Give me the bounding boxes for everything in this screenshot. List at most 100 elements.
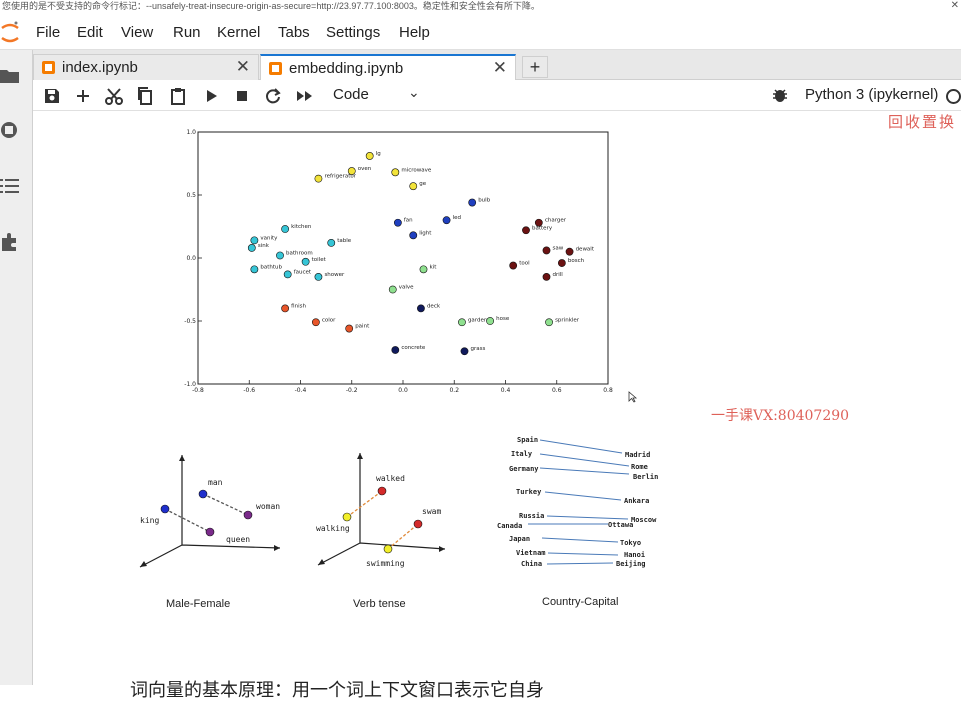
cell-type-select[interactable]: Code xyxy=(333,86,369,103)
y-tick-label: 1.0 xyxy=(186,129,196,136)
restart-icon[interactable] xyxy=(262,85,284,107)
run-icon[interactable] xyxy=(200,85,222,107)
scatter-point-bathroom xyxy=(276,251,284,260)
watermark-middle: 一手课VX:80407290 xyxy=(711,408,850,424)
kernel-status-icon xyxy=(946,89,961,104)
menu-settings[interactable]: Settings xyxy=(326,24,381,41)
word-man: man xyxy=(208,478,223,487)
menu-run[interactable]: Run xyxy=(173,24,201,41)
unsupported-flag-warning: 您使用的是不受支持的命令行标记：--unsafely-treat-insecur… xyxy=(0,0,961,14)
point-label-light: light xyxy=(419,230,432,236)
point-label-hose: hose xyxy=(496,316,510,322)
scatter-point-led xyxy=(442,216,451,225)
caption-verb-tense: Verb tense xyxy=(353,598,406,610)
point-label-fan: fan xyxy=(404,218,413,224)
menu-file[interactable]: File xyxy=(36,24,61,41)
point-label-garden: garden xyxy=(468,317,488,323)
point-label-color: color xyxy=(322,317,336,323)
run-all-icon[interactable] xyxy=(294,85,316,107)
tab-embedding-ipynb[interactable]: embedding.ipynb ✕ xyxy=(260,54,516,81)
country-turkey: Turkey xyxy=(516,488,542,496)
kernel-name[interactable]: Python 3 (ipykernel) xyxy=(805,86,939,103)
menu-edit[interactable]: Edit xyxy=(77,24,103,41)
new-tab-button[interactable]: + xyxy=(522,56,548,78)
save-icon[interactable] xyxy=(41,85,63,107)
point-label-saw: saw xyxy=(553,245,564,251)
point-label-valve: valve xyxy=(399,285,414,291)
capital-ankara: Ankara xyxy=(624,497,649,505)
scatter-point-vanity xyxy=(250,236,259,245)
capital-tokyo: Tokyo xyxy=(620,539,641,547)
embedding-scatter-plot: -0.8 -0.6 -0.4 -0.2 0.0 0.2 0.4 0.6 0.8 1.0 0.5 0.0… xyxy=(184,129,613,394)
cut-icon[interactable] xyxy=(103,85,125,107)
point-label-oven: oven xyxy=(358,166,372,172)
folder-icon[interactable] xyxy=(0,66,20,86)
scatter-point-oven xyxy=(347,167,356,175)
x-tick-label: 0.8 xyxy=(603,387,613,394)
point-label-bosch: bosch xyxy=(568,258,585,264)
scatter-point-bulb xyxy=(468,198,477,207)
menu-kernel[interactable]: Kernel xyxy=(217,24,261,41)
x-tick-label: 0.6 xyxy=(552,387,562,394)
document-tabbar: index.ipynb ✕ embedding.ipynb ✕ + xyxy=(33,50,961,81)
close-tab-icon[interactable]: ✕ xyxy=(492,58,507,77)
country-japan: Japan xyxy=(509,535,530,543)
male-female-diagram: man woman king queen xyxy=(139,455,280,568)
word-swam: swam xyxy=(422,507,441,516)
country-china: China xyxy=(521,560,542,568)
jupyter-logo-icon xyxy=(1,21,19,43)
point-label-ge: ge xyxy=(419,181,426,187)
country-capital-diagram: Spain Italy Germany Turkey Russia Canada… xyxy=(497,436,658,568)
scatter-point-tool xyxy=(509,261,518,270)
point-label-microwave: microwave xyxy=(401,167,432,173)
notebook-toolbar: Code ⌄ Python 3 (ipykernel) xyxy=(33,80,961,111)
scatter-point-paint xyxy=(345,324,354,333)
country-spain: Spain xyxy=(517,436,538,444)
tab-index-ipynb[interactable]: index.ipynb ✕ xyxy=(33,54,259,80)
chevron-down-icon[interactable]: ⌄ xyxy=(408,84,420,100)
point-label-grass: grass xyxy=(471,346,486,352)
point-label-kitchen: kitchen xyxy=(291,224,312,230)
y-tick-label: -0.5 xyxy=(184,318,196,325)
scatter-point-valve xyxy=(388,285,397,294)
point-label-shower: shower xyxy=(324,272,345,278)
word-analogy-figure: man woman king queen walked swam walking… xyxy=(139,436,658,610)
scatter-point-sprinkler xyxy=(545,318,553,327)
tab-label: embedding.ipynb xyxy=(289,60,404,77)
menu-view[interactable]: View xyxy=(121,24,154,41)
debugger-bug-icon[interactable] xyxy=(771,86,789,104)
point-label-sink: sink xyxy=(258,243,270,249)
y-tick-label: 0.0 xyxy=(186,255,196,262)
warning-text: 您使用的是不受支持的命令行标记：--unsafely-treat-insecur… xyxy=(2,1,540,11)
close-tab-icon[interactable]: ✕ xyxy=(235,57,250,76)
paste-icon[interactable] xyxy=(167,85,189,107)
point-label-deck: deck xyxy=(427,303,441,309)
extension-puzzle-icon[interactable] xyxy=(0,232,20,252)
scatter-point-drill xyxy=(542,272,551,281)
point-label-faucet: faucet xyxy=(294,269,312,275)
scatter-point-lg xyxy=(365,152,374,160)
scatter-point-ge xyxy=(409,182,418,191)
capital-beijing: Beijing xyxy=(616,560,646,568)
point-label-toilet: toilet xyxy=(312,257,327,263)
menu-help[interactable]: Help xyxy=(399,24,430,41)
scatter-point-table xyxy=(327,238,336,247)
word-walked: walked xyxy=(376,474,405,483)
notebook-icon xyxy=(269,62,282,75)
scatter-point-deck xyxy=(417,304,425,313)
add-cell-icon[interactable] xyxy=(72,85,94,107)
left-sidebar xyxy=(0,50,33,685)
scatter-point-refrigerator xyxy=(314,174,323,183)
scatter-point-hose xyxy=(486,317,495,325)
close-warning-icon[interactable]: ✕ xyxy=(950,0,959,11)
x-tick-label: -0.8 xyxy=(192,387,204,394)
copy-icon[interactable] xyxy=(134,85,156,107)
point-label-refrigerator: refrigerator xyxy=(324,174,356,180)
table-of-contents-icon[interactable] xyxy=(0,176,20,196)
running-kernels-icon[interactable] xyxy=(0,120,20,140)
scatter-point-bosch xyxy=(557,259,566,267)
menu-tabs[interactable]: Tabs xyxy=(278,24,310,41)
stop-icon[interactable] xyxy=(231,85,253,107)
plot-frame xyxy=(197,131,609,385)
point-label-concrete: concrete xyxy=(401,345,426,351)
